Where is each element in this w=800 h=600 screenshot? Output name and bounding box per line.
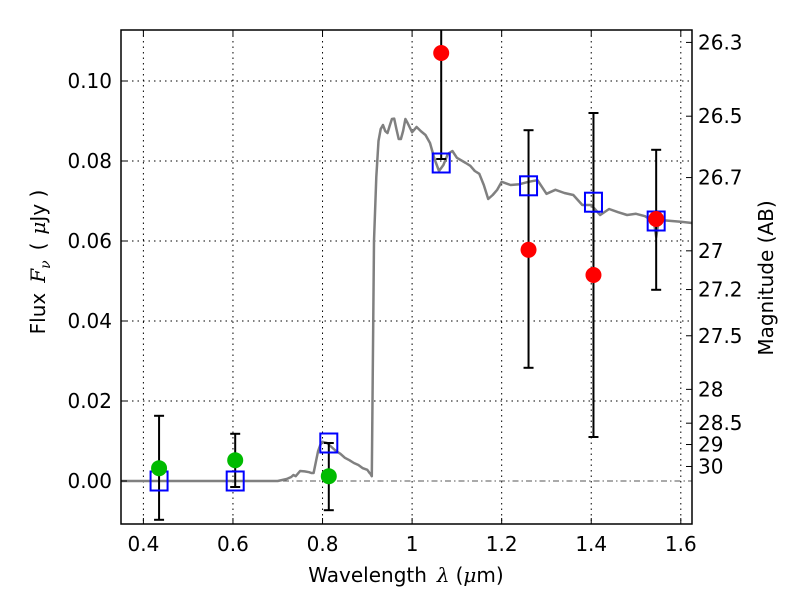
errorbars-group — [154, 30, 662, 521]
nir-detection-point — [433, 45, 450, 61]
y-ticks: 0.00 0.02 0.04 0.06 0.08 0.10 — [67, 69, 127, 493]
model-spectrum-group — [121, 117, 692, 483]
y2-tick-label: 30 — [698, 454, 723, 478]
x-tick-label: 0.8 — [307, 532, 339, 556]
y-tick-label: 0.04 — [67, 309, 112, 333]
y-axis-label-nu: ν — [38, 260, 54, 269]
model-band-square — [225, 470, 245, 492]
model-band-square — [319, 432, 339, 454]
y-tick-label: 0.02 — [67, 389, 112, 413]
y-axis-label-f: F — [26, 268, 50, 284]
y2-tick-label: 26.5 — [698, 104, 743, 128]
y2-axis-label: Magnitude (AB) — [754, 200, 778, 355]
x-ticks: 0.4 0.6 0.8 1 1.2 1.4 1.6 — [127, 30, 697, 556]
x-tick-label: 0.4 — [127, 532, 159, 556]
y2-tick-label: 27.5 — [698, 324, 743, 348]
points-group — [151, 45, 665, 485]
x-axis-label-paren: ( — [456, 563, 464, 587]
y-axis-label-unit: Jy ) — [26, 190, 50, 224]
y-axis-label-word: Flux — [26, 293, 50, 335]
plot-frame — [120, 29, 693, 525]
y-axis-label-mu: μ — [26, 222, 50, 235]
y2-tick-label: 27.2 — [698, 278, 743, 302]
x-axis-label-mu: μ — [463, 563, 476, 587]
x-axis-label-lambda: λ — [436, 563, 450, 587]
x-axis-label-unit: m) — [476, 563, 503, 587]
y2-tick-label: 26.3 — [698, 30, 743, 54]
grid-lines — [121, 30, 692, 524]
y-axis-label: Flux Fν ( μJy ) — [26, 190, 54, 335]
x-axis-label-word: Wavelength — [308, 563, 427, 587]
optical-detection-point — [227, 452, 244, 469]
y2-tick-label: 28.5 — [698, 411, 743, 435]
plot-area — [121, 30, 692, 521]
x-tick-label: 1 — [406, 532, 419, 556]
y2-tick-label: 29 — [698, 433, 723, 457]
y-tick-label: 0.08 — [67, 149, 112, 173]
x-axis-label: Wavelength λ (μm) — [308, 563, 503, 587]
y2-tick-label: 28 — [698, 377, 723, 401]
model-band-square — [431, 152, 451, 174]
optical-detection-point — [320, 468, 337, 485]
nir-detection-point — [585, 267, 602, 283]
y-tick-label: 0.06 — [67, 229, 112, 253]
x-tick-label: 1.6 — [665, 532, 697, 556]
nir-detection-point — [648, 211, 665, 227]
y-tick-label: 0.00 — [67, 469, 112, 493]
y-axis-label-paren: ( — [26, 243, 50, 251]
y2-tick-label: 27 — [698, 239, 723, 263]
x-tick-label: 0.6 — [217, 532, 249, 556]
x-tick-label: 1.2 — [486, 532, 518, 556]
y2-tick-label: 26.7 — [698, 166, 743, 190]
model-band-square — [519, 175, 539, 197]
y-tick-label: 0.10 — [67, 69, 112, 93]
model-band-square — [583, 191, 603, 213]
optical-detection-point — [151, 460, 168, 477]
x-tick-label: 1.4 — [575, 532, 607, 556]
model-spectrum-line — [121, 117, 692, 483]
nir-detection-point — [520, 241, 537, 258]
